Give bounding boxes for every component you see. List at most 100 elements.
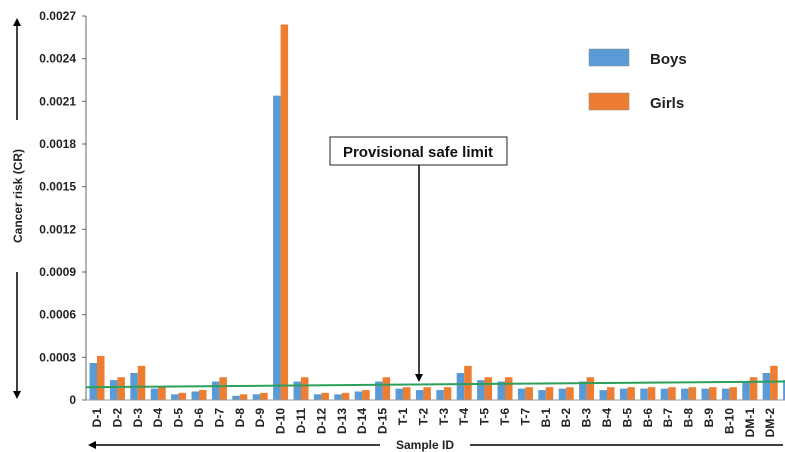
bar-girls-t-4 <box>464 365 472 400</box>
annotation-text: Provisional safe limit <box>343 144 493 161</box>
bar-girls-b-9 <box>709 387 717 400</box>
bar-girls-d-2 <box>117 377 125 400</box>
bar-boys-d-12 <box>313 394 322 400</box>
x-tick-label: B-5 <box>620 408 634 428</box>
x-tick-label: B-3 <box>580 408 594 428</box>
x-tick-label: D-8 <box>233 408 247 428</box>
bar-girls-d-15 <box>382 377 391 400</box>
bar-boys-t-2 <box>415 390 424 400</box>
x-tick-label: D-10 <box>274 408 288 434</box>
y-axis-title: Cancer risk (CR) <box>11 149 25 243</box>
bar-girls-t-7 <box>525 387 533 400</box>
x-tick-label: DM-2 <box>763 408 777 438</box>
bar-boys-b-9 <box>701 388 709 400</box>
bar-boys-d-13 <box>334 394 342 400</box>
x-tick-label: DM-1 <box>743 408 757 438</box>
y-tick-label: 0.0012 <box>39 222 76 236</box>
bar-boys-d-6 <box>191 391 199 400</box>
x-tick-label: B-7 <box>661 408 675 428</box>
bar-boys-b-1 <box>538 390 546 400</box>
x-tick-label: T-3 <box>437 408 451 426</box>
y-tick-label: 0.0021 <box>39 94 76 108</box>
bar-boys-d-10 <box>273 95 281 401</box>
bar-boys-t-7 <box>517 388 526 400</box>
x-tick-label: B-2 <box>559 408 573 428</box>
bar-boys-d-5 <box>171 394 179 400</box>
bar-boys-dm-1 <box>742 381 750 400</box>
bar-girls-b-10 <box>729 387 737 400</box>
x-tick-label: T-2 <box>416 408 430 426</box>
bar-boys-t-3 <box>436 390 444 400</box>
x-tick-label: B-9 <box>702 408 716 428</box>
bar-girls-b-8 <box>688 387 697 400</box>
x-tick-label: B-8 <box>682 408 696 428</box>
y-tick-label: 0.0027 <box>39 9 76 23</box>
x-tick-label: D-1 <box>90 408 104 428</box>
x-tick-label: D-5 <box>172 408 186 428</box>
bar-boys-b-5 <box>619 388 628 400</box>
bar-boys-b-3 <box>579 381 587 400</box>
y-tick-label: 0 <box>69 393 76 407</box>
bar-girls-b-3 <box>586 377 595 400</box>
legend-swatch-boys <box>588 48 630 67</box>
bar-girls-dm-1 <box>749 377 758 400</box>
bar-boys-b-4 <box>599 390 607 400</box>
x-tick-label: B-1 <box>539 408 553 428</box>
x-tick-label: B-4 <box>600 408 614 428</box>
bar-boys-dm-3 <box>783 380 785 400</box>
x-tick-label: D-6 <box>192 408 206 428</box>
y-tick-label: 0.0018 <box>39 137 76 151</box>
bar-boys-dm-2 <box>762 372 771 400</box>
x-tick-label: T-7 <box>518 408 532 426</box>
bar-girls-b-6 <box>647 387 656 400</box>
x-tick-label: B-6 <box>641 408 655 428</box>
bar-layer <box>89 24 785 401</box>
x-tick-label: T-6 <box>498 408 512 426</box>
x-tick-label: D-15 <box>376 408 390 434</box>
bar-girls-dm-2 <box>770 365 778 400</box>
bar-boys-d-2 <box>109 380 118 400</box>
bar-girls-d-11 <box>301 377 309 400</box>
bar-girls-d-3 <box>137 365 146 400</box>
bar-girls-d-5 <box>178 392 187 400</box>
x-axis-title: Sample ID <box>396 438 454 452</box>
bar-girls-d-13 <box>341 392 350 400</box>
bar-girls-d-1 <box>97 355 105 400</box>
y-tick-label: 0.0015 <box>39 180 76 194</box>
bar-boys-t-1 <box>395 388 403 400</box>
bar-girls-d-14 <box>362 390 370 400</box>
x-tick-label: T-5 <box>478 408 492 426</box>
bar-boys-b-6 <box>640 388 648 400</box>
y-tick-label: 0.0003 <box>39 350 76 364</box>
bar-boys-d-15 <box>375 381 383 400</box>
bar-girls-d-12 <box>321 392 329 400</box>
bar-boys-t-5 <box>477 380 485 400</box>
x-tick-label: T-1 <box>396 408 410 426</box>
bar-boys-d-9 <box>252 394 261 400</box>
bar-girls-b-7 <box>668 387 676 400</box>
x-tick-label: T-4 <box>457 408 471 426</box>
x-tick-label: B-10 <box>722 408 736 434</box>
bar-boys-d-7 <box>211 381 220 400</box>
y-tick-labels: 0 0.0003 0.0006 0.0009 0.0012 0.0015 0.0018 0.0… <box>39 9 86 407</box>
bar-girls-d-6 <box>199 390 207 400</box>
safe-limit-line <box>85 380 785 389</box>
legend-label-girls: Girls <box>650 95 684 112</box>
x-tick-label: DM-3 <box>784 408 785 438</box>
bar-girls-d-9 <box>260 392 268 400</box>
bar-girls-d-4 <box>158 387 166 400</box>
bar-girls-t-5 <box>484 377 493 400</box>
x-tick-label: D-14 <box>355 408 369 434</box>
bar-boys-t-4 <box>456 372 465 400</box>
bar-girls-d-8 <box>239 394 248 400</box>
bar-boys-b-8 <box>681 388 689 400</box>
x-tick-label: D-13 <box>335 408 349 434</box>
legend-label-boys: Boys <box>650 51 687 68</box>
x-tick-label: D-7 <box>212 408 226 428</box>
annotation-box <box>329 136 508 166</box>
bar-girls-b-2 <box>566 387 574 400</box>
x-tick-labels: D-1 D-2 D-3 D-4 D-5 D-6 D-7 D-8 D-9 D-10 D-11 D-12 D… <box>90 408 785 438</box>
bar-boys-t-6 <box>497 381 505 400</box>
bar-boys-d-11 <box>293 381 301 400</box>
